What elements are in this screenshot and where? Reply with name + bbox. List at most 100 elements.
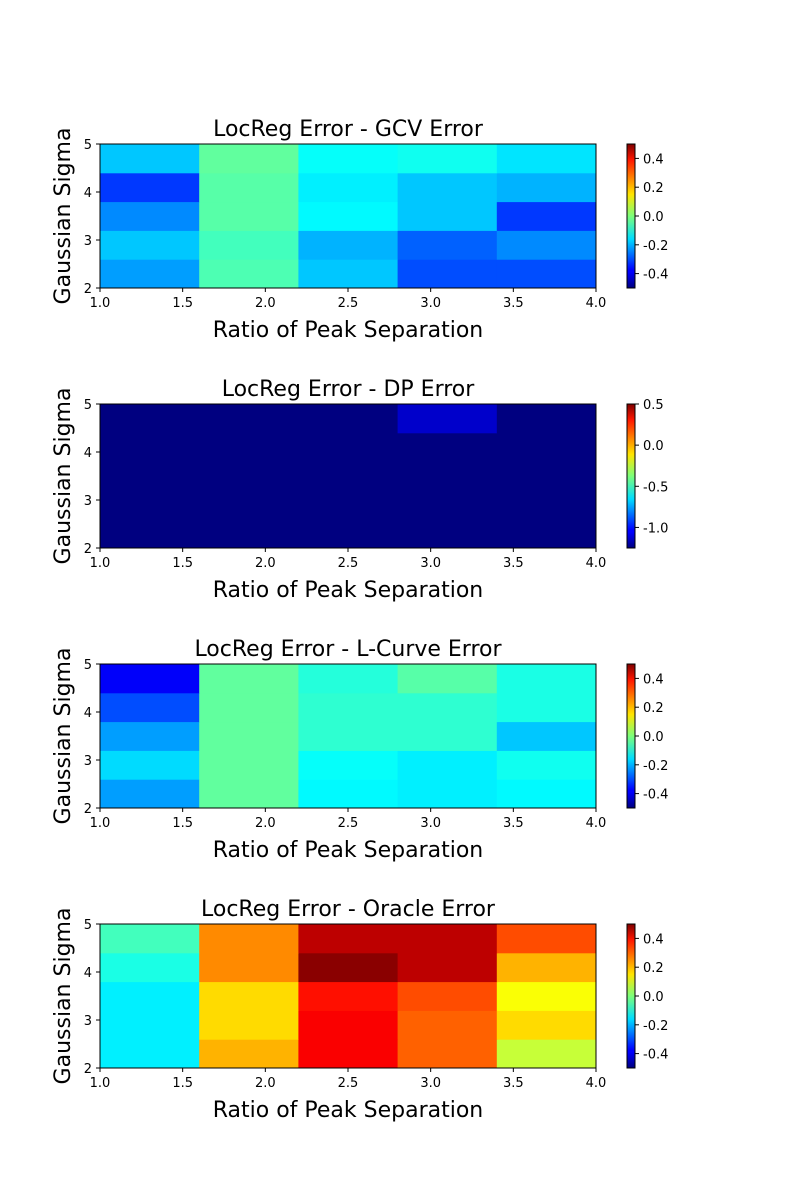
heatmap-cell [397, 461, 498, 491]
y-tick-label: 5 [84, 138, 92, 153]
heatmap-cell [100, 952, 200, 983]
heatmap-cell [496, 432, 597, 463]
colorbar-tick-label: 0.0 [643, 439, 664, 454]
x-tick-label: 2.5 [338, 556, 359, 571]
x-tick-label: 3.0 [420, 296, 441, 311]
heatmap-cell [298, 519, 399, 549]
heatmap-cell [397, 981, 498, 1011]
heatmap-cell [100, 779, 200, 809]
colorbar-tick-label: -1.0 [643, 521, 668, 536]
x-axis-label: Ratio of Peak Separation [213, 578, 484, 603]
heatmap-cell [199, 952, 299, 983]
x-tick-label: 3.5 [503, 1076, 524, 1091]
heatmap-cell [496, 172, 597, 203]
heatmap-cell [199, 519, 299, 549]
heatmap-cell [100, 1039, 200, 1069]
heatmap-cell [496, 461, 597, 491]
y-axis-label: Gaussian Sigma [51, 388, 76, 565]
heatmap-cell [397, 1010, 498, 1040]
subplot-1: 1.0 1.5 2.0 2.5 3.0 3.5 4.0 2 3 4 5 LocReg Error - … [51, 117, 668, 343]
x-tick-label: 1.5 [172, 556, 193, 571]
colorbar [626, 403, 636, 549]
x-tick-label: 4.0 [586, 556, 607, 571]
heatmap-cell [199, 461, 299, 491]
heatmap-cell [298, 692, 399, 723]
colorbar-tick-label: 0.4 [643, 152, 664, 167]
x-tick-label: 2.5 [338, 296, 359, 311]
heatmap-cell [298, 750, 399, 780]
heatmap-cell [496, 1039, 597, 1069]
heatmap-cell [298, 201, 399, 231]
heatmap-cell [100, 201, 200, 231]
heatmap-cell [199, 692, 299, 723]
colorbar-tick-label: -0.4 [643, 788, 668, 803]
x-axis-label: Ratio of Peak Separation [213, 318, 484, 343]
x-tick-label: 1.0 [90, 556, 111, 571]
x-tick-label: 1.5 [172, 296, 193, 311]
x-tick-label: 2.5 [338, 1076, 359, 1091]
heatmap-cell [199, 750, 299, 780]
heatmap-cell [397, 1039, 498, 1069]
heatmap-cell [397, 144, 498, 174]
subplot-2: 1.0 1.5 2.0 2.5 3.0 3.5 4.0 2 3 4 5 LocReg Error - … [51, 377, 668, 603]
colorbar [626, 923, 636, 1069]
heatmap-cell [199, 432, 299, 463]
heatmap-cell [298, 461, 399, 491]
heatmap-cell [397, 490, 498, 520]
heatmap-cell [496, 981, 597, 1011]
y-tick-label: 3 [84, 1014, 92, 1029]
heatmap-cell [100, 259, 200, 289]
heatmap-cell [199, 172, 299, 203]
heatmap-cell [298, 981, 399, 1011]
heatmap-cell [397, 924, 498, 954]
y-tick-label: 2 [84, 1062, 92, 1077]
heatmap-cell [397, 750, 498, 780]
heatmap-cell [298, 172, 399, 203]
y-tick-label: 5 [84, 398, 92, 413]
heatmap-cell [397, 404, 498, 434]
y-axis-label: Gaussian Sigma [51, 128, 76, 305]
heatmap-cell [199, 404, 299, 434]
x-tick-label: 3.0 [420, 556, 441, 571]
heatmap-cell [100, 404, 200, 434]
colorbar-tick-label: 0.4 [643, 932, 664, 947]
colorbar-tick-label: 0.2 [643, 701, 664, 716]
y-tick-label: 3 [84, 494, 92, 509]
y-axis-label: Gaussian Sigma [51, 908, 76, 1085]
colorbar-tick-label: 0.2 [643, 181, 664, 196]
y-tick-label: 4 [84, 966, 92, 981]
x-tick-label: 4.0 [586, 1076, 607, 1091]
heatmap-cell [100, 664, 200, 694]
heatmap-cell [298, 1039, 399, 1069]
x-tick-label: 4.0 [586, 296, 607, 311]
heatmap-cell [199, 664, 299, 694]
y-tick-label: 2 [84, 802, 92, 817]
heatmap-cell [298, 259, 399, 289]
colorbar-tick-label: 0.5 [643, 398, 664, 413]
subplot-grid: 1.0 1.5 2.0 2.5 3.0 3.5 4.0 2 3 4 5 LocReg Error - … [51, 117, 668, 1123]
colorbar-tick-label: -0.2 [643, 1019, 668, 1034]
heatmap-cell [100, 172, 200, 203]
heatmap-cell [496, 259, 597, 289]
heatmap-cell [100, 230, 200, 260]
x-tick-label: 1.0 [90, 1076, 111, 1091]
heatmap-cell [496, 490, 597, 520]
heatmap-cell [199, 779, 299, 809]
heatmap-cell [496, 779, 597, 809]
heatmap-cell [397, 721, 498, 751]
colorbar-tick-label: 0.2 [643, 961, 664, 976]
heatmap-cell [100, 461, 200, 491]
heatmap-cell [397, 230, 498, 260]
x-tick-label: 1.0 [90, 296, 111, 311]
heatmap-cell [199, 490, 299, 520]
heatmap-cell [397, 201, 498, 231]
heatmap-cell [199, 721, 299, 751]
heatmap-cell [100, 981, 200, 1011]
heatmap-cell [199, 144, 299, 174]
colorbar-tick-label: 0.0 [643, 730, 664, 745]
heatmap-cell [397, 519, 498, 549]
x-tick-label: 2.0 [255, 556, 276, 571]
heatmap-cell [298, 230, 399, 260]
heatmap-cell [199, 924, 299, 954]
y-tick-label: 4 [84, 446, 92, 461]
